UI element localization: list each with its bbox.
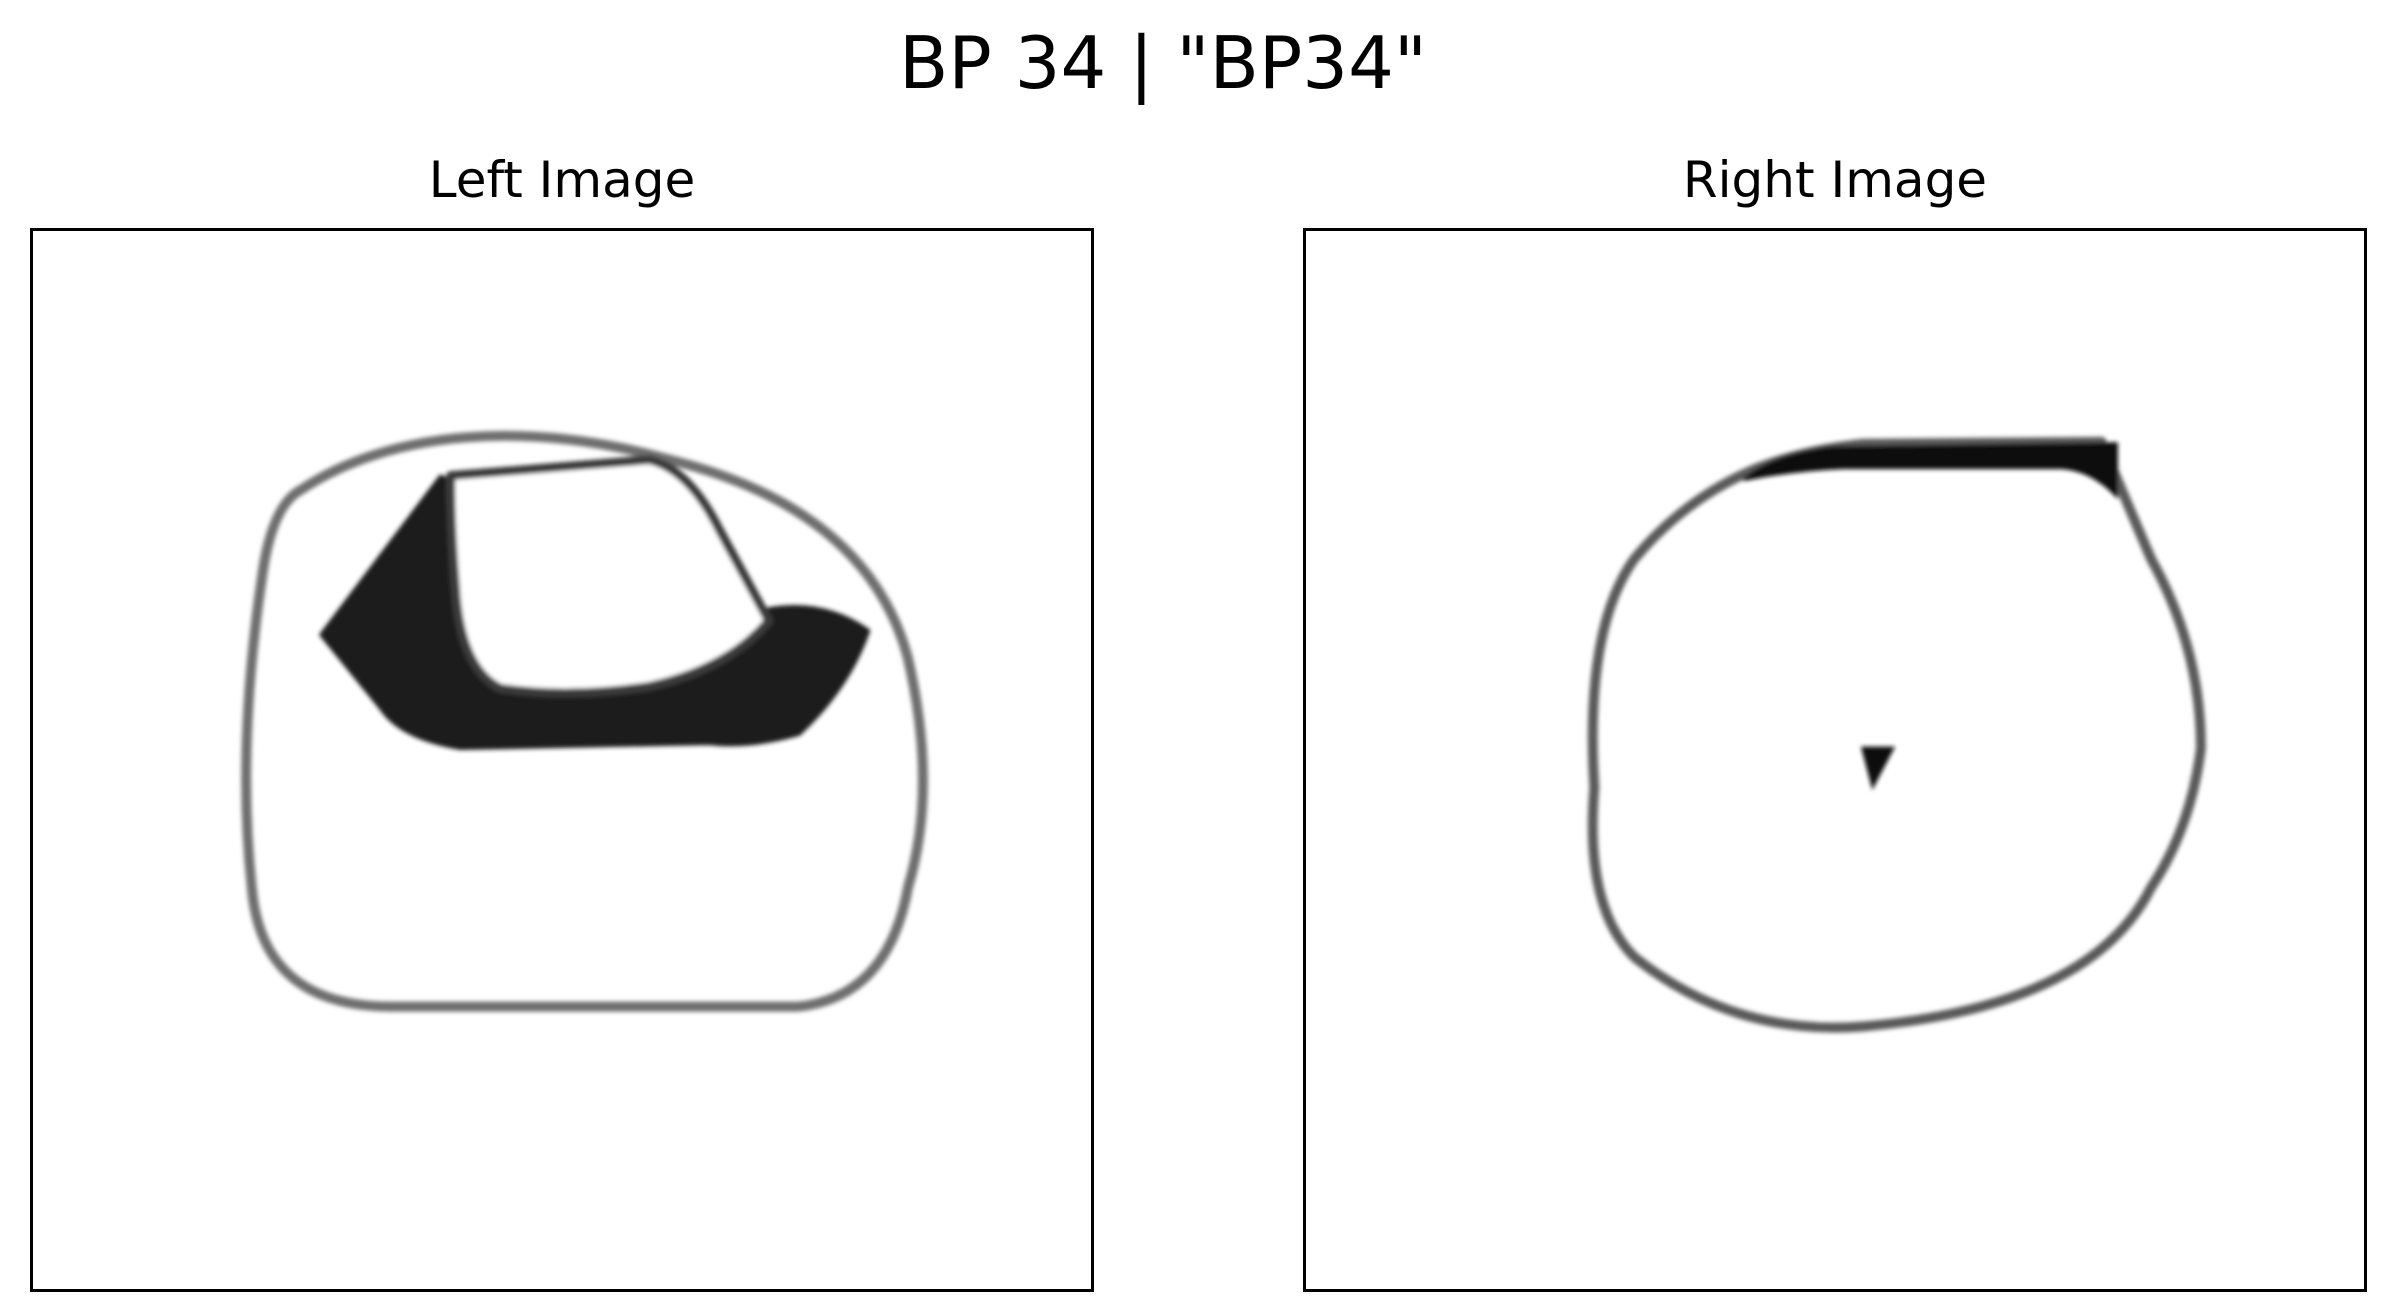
figure-title: BP 34 | "BP34"	[898, 21, 1427, 105]
left-image-panel	[30, 228, 1094, 1292]
inner-hexagon-outline	[446, 455, 774, 698]
left-panel-title: Left Image	[428, 151, 696, 209]
right-panel-title: Right Image	[1682, 151, 1988, 209]
right-image	[1587, 436, 2206, 1033]
small-triangle-mark	[1860, 746, 1896, 790]
thick-top-edge	[1742, 442, 2118, 500]
irregular-circle-outline	[1587, 436, 2206, 1033]
outer-rounded-square	[241, 430, 928, 1012]
right-image-panel	[1303, 228, 2367, 1292]
left-image	[241, 430, 928, 1012]
